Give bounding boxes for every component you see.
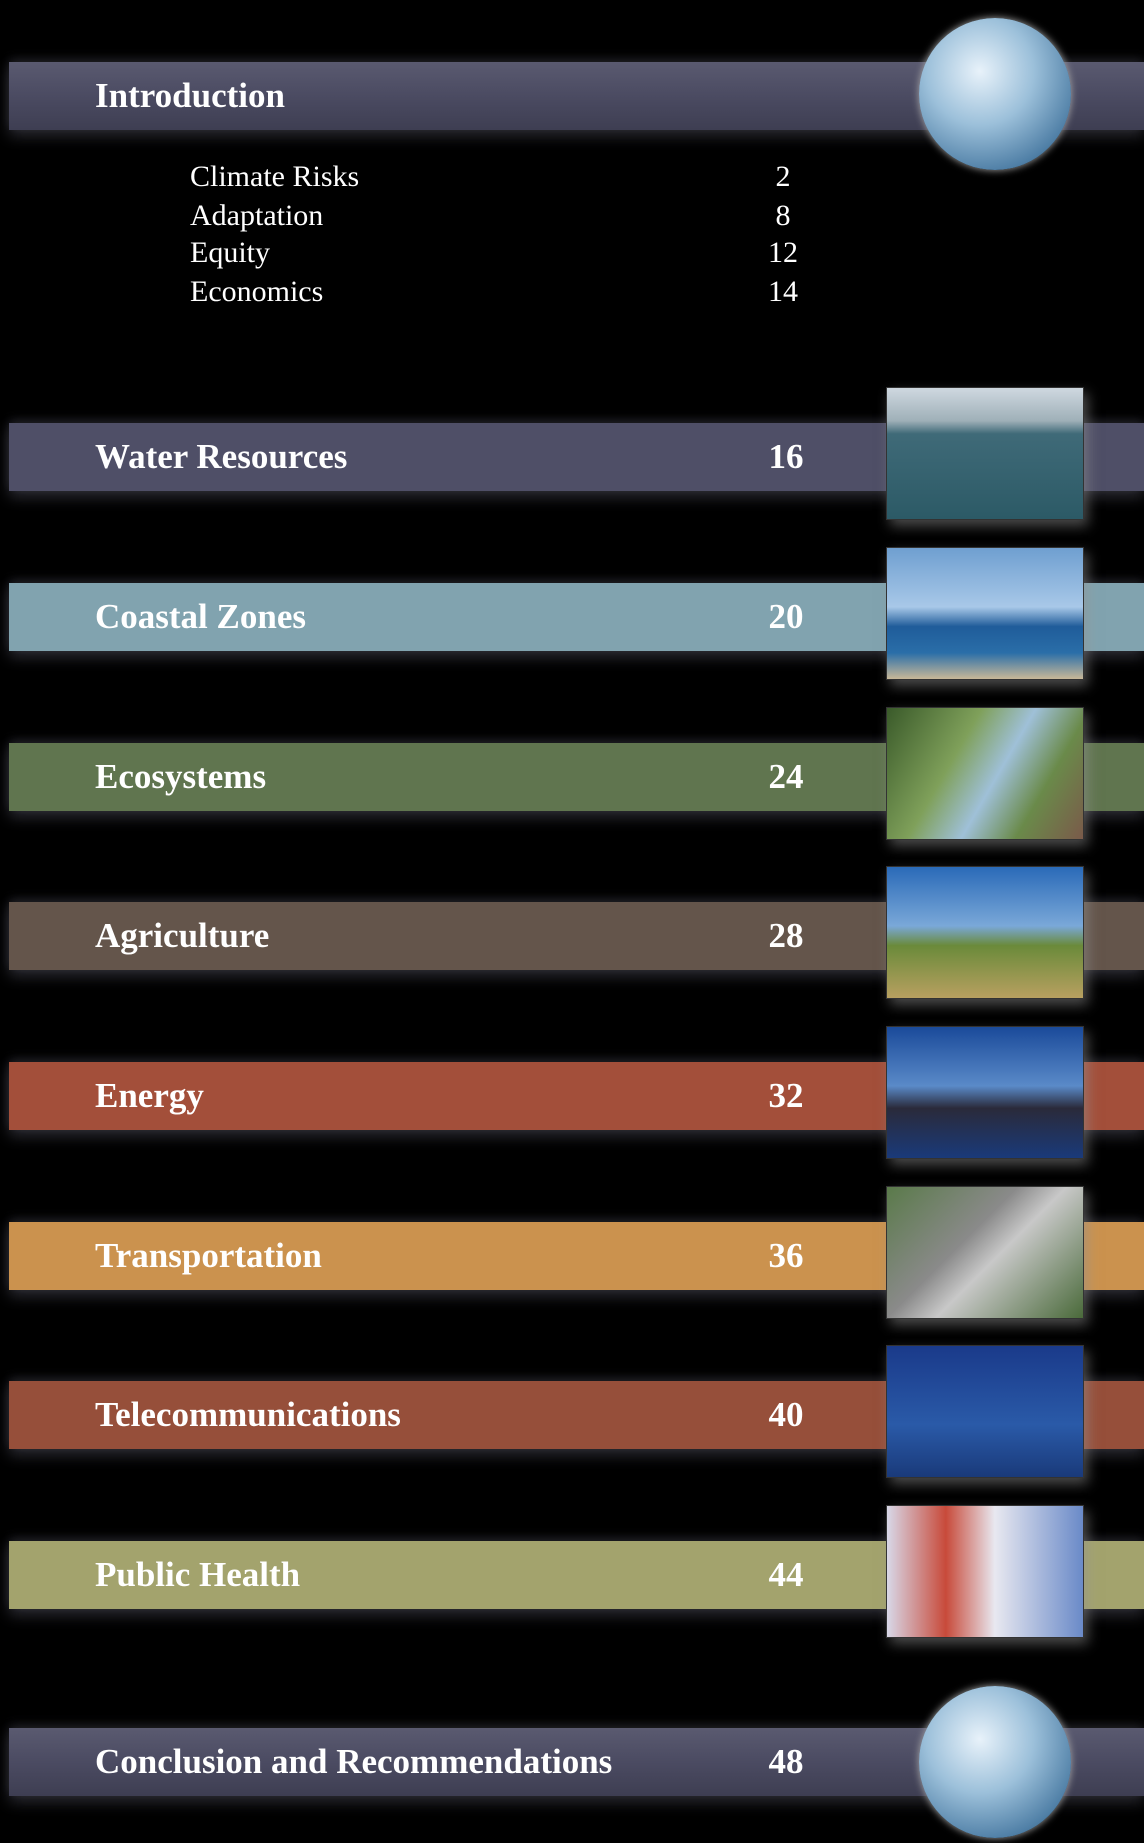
subsection-title: Adaptation <box>190 199 323 233</box>
section-photo <box>886 1505 1084 1638</box>
section-photo <box>886 1345 1084 1478</box>
section-title: Water Resources <box>95 437 347 477</box>
page-number: 14 <box>768 275 798 309</box>
page-number: 40 <box>769 1395 804 1435</box>
page-number: 12 <box>768 236 798 270</box>
section-photo <box>886 1026 1084 1159</box>
section-photo <box>886 387 1084 520</box>
section-title: Transportation <box>95 1236 322 1276</box>
section-title: Energy <box>95 1076 204 1116</box>
page-number: 2 <box>776 160 791 194</box>
section-title: Telecommunications <box>95 1395 401 1435</box>
page-number: 20 <box>769 597 804 637</box>
section-title: Introduction <box>95 76 285 116</box>
subsection-title: Economics <box>190 275 323 309</box>
section-photo <box>886 866 1084 999</box>
page-number: 44 <box>769 1555 804 1595</box>
section-photo <box>886 707 1084 840</box>
globe-icon <box>919 18 1071 170</box>
globe-icon <box>919 1686 1071 1838</box>
section-title: Agriculture <box>95 916 269 956</box>
page-number: 32 <box>769 1076 804 1116</box>
subsection-title: Climate Risks <box>190 160 359 194</box>
page-number: 8 <box>776 199 791 233</box>
page-number: 28 <box>769 916 804 956</box>
page-number: 36 <box>769 1236 804 1276</box>
subsection-title: Equity <box>190 236 270 270</box>
toc-page: Introduction Climate Risks 2 Adaptation 8 Eq… <box>0 0 1144 1843</box>
page-number: 16 <box>769 437 804 477</box>
section-title: Public Health <box>95 1555 300 1595</box>
page-number: 24 <box>769 757 804 797</box>
section-photo <box>886 1186 1084 1319</box>
section-photo <box>886 547 1084 680</box>
section-title: Coastal Zones <box>95 597 306 637</box>
section-title: Conclusion and Recommendations <box>95 1742 612 1782</box>
page-number: 48 <box>769 1742 804 1782</box>
section-title: Ecosystems <box>95 757 266 797</box>
